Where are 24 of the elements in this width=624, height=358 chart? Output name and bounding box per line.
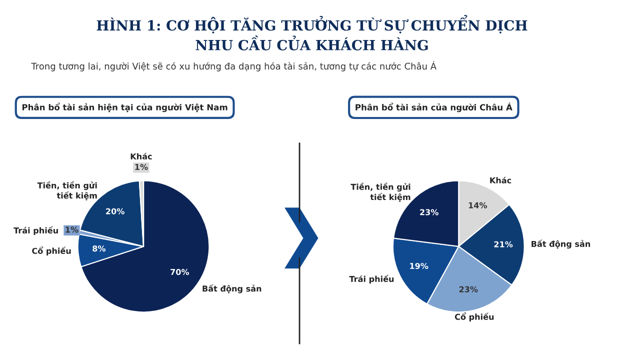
data-label: 20% [106, 208, 124, 214]
chart-title: Phân bổ tài sản của người Châu Á [356, 102, 512, 112]
data-label: 21% [494, 241, 513, 248]
data-label: 19% [410, 262, 428, 270]
chart-title: Phân bổ tài sản hiện tại của người Việt Nam [22, 102, 228, 112]
slice-label: Tiền, tiền gửi tiết kiệm [37, 181, 97, 200]
slice-label: Khác [130, 152, 152, 160]
slice-label: Trái phiếu [349, 274, 394, 284]
data-label: 1% [66, 226, 78, 233]
legend-label: Trái phiếu [14, 226, 58, 236]
slice-label: Bất động sản [202, 284, 262, 294]
slice-label: Bất động sản [532, 240, 590, 249]
data-label: 70% [170, 268, 190, 276]
data-label: 23% [420, 209, 438, 216]
text: Trong tương lai, người Việt sẽ có xu hướng đa dạng hóa tài sản, tương tự các nước Châu Á [31, 61, 436, 72]
slice-label: Khác [490, 176, 512, 184]
data-label: 14% [468, 202, 488, 208]
data-label: 1% [135, 164, 148, 170]
text: HÌNH 1: CƠ HỘI TĂNG TRƯỞNG TỪ SỰ CHUYỂN DỊCH NHU CẦU CỦA KHÁCH HÀNG [96, 14, 528, 50]
slice-label: Cổ phiếu [454, 312, 494, 322]
slice-label: Cổ phiếu [32, 246, 71, 256]
data-label: 23% [459, 286, 478, 292]
slice-label: Tiền, tiền gửi tiết kiệm [350, 182, 410, 202]
data-label: 8% [92, 245, 106, 252]
